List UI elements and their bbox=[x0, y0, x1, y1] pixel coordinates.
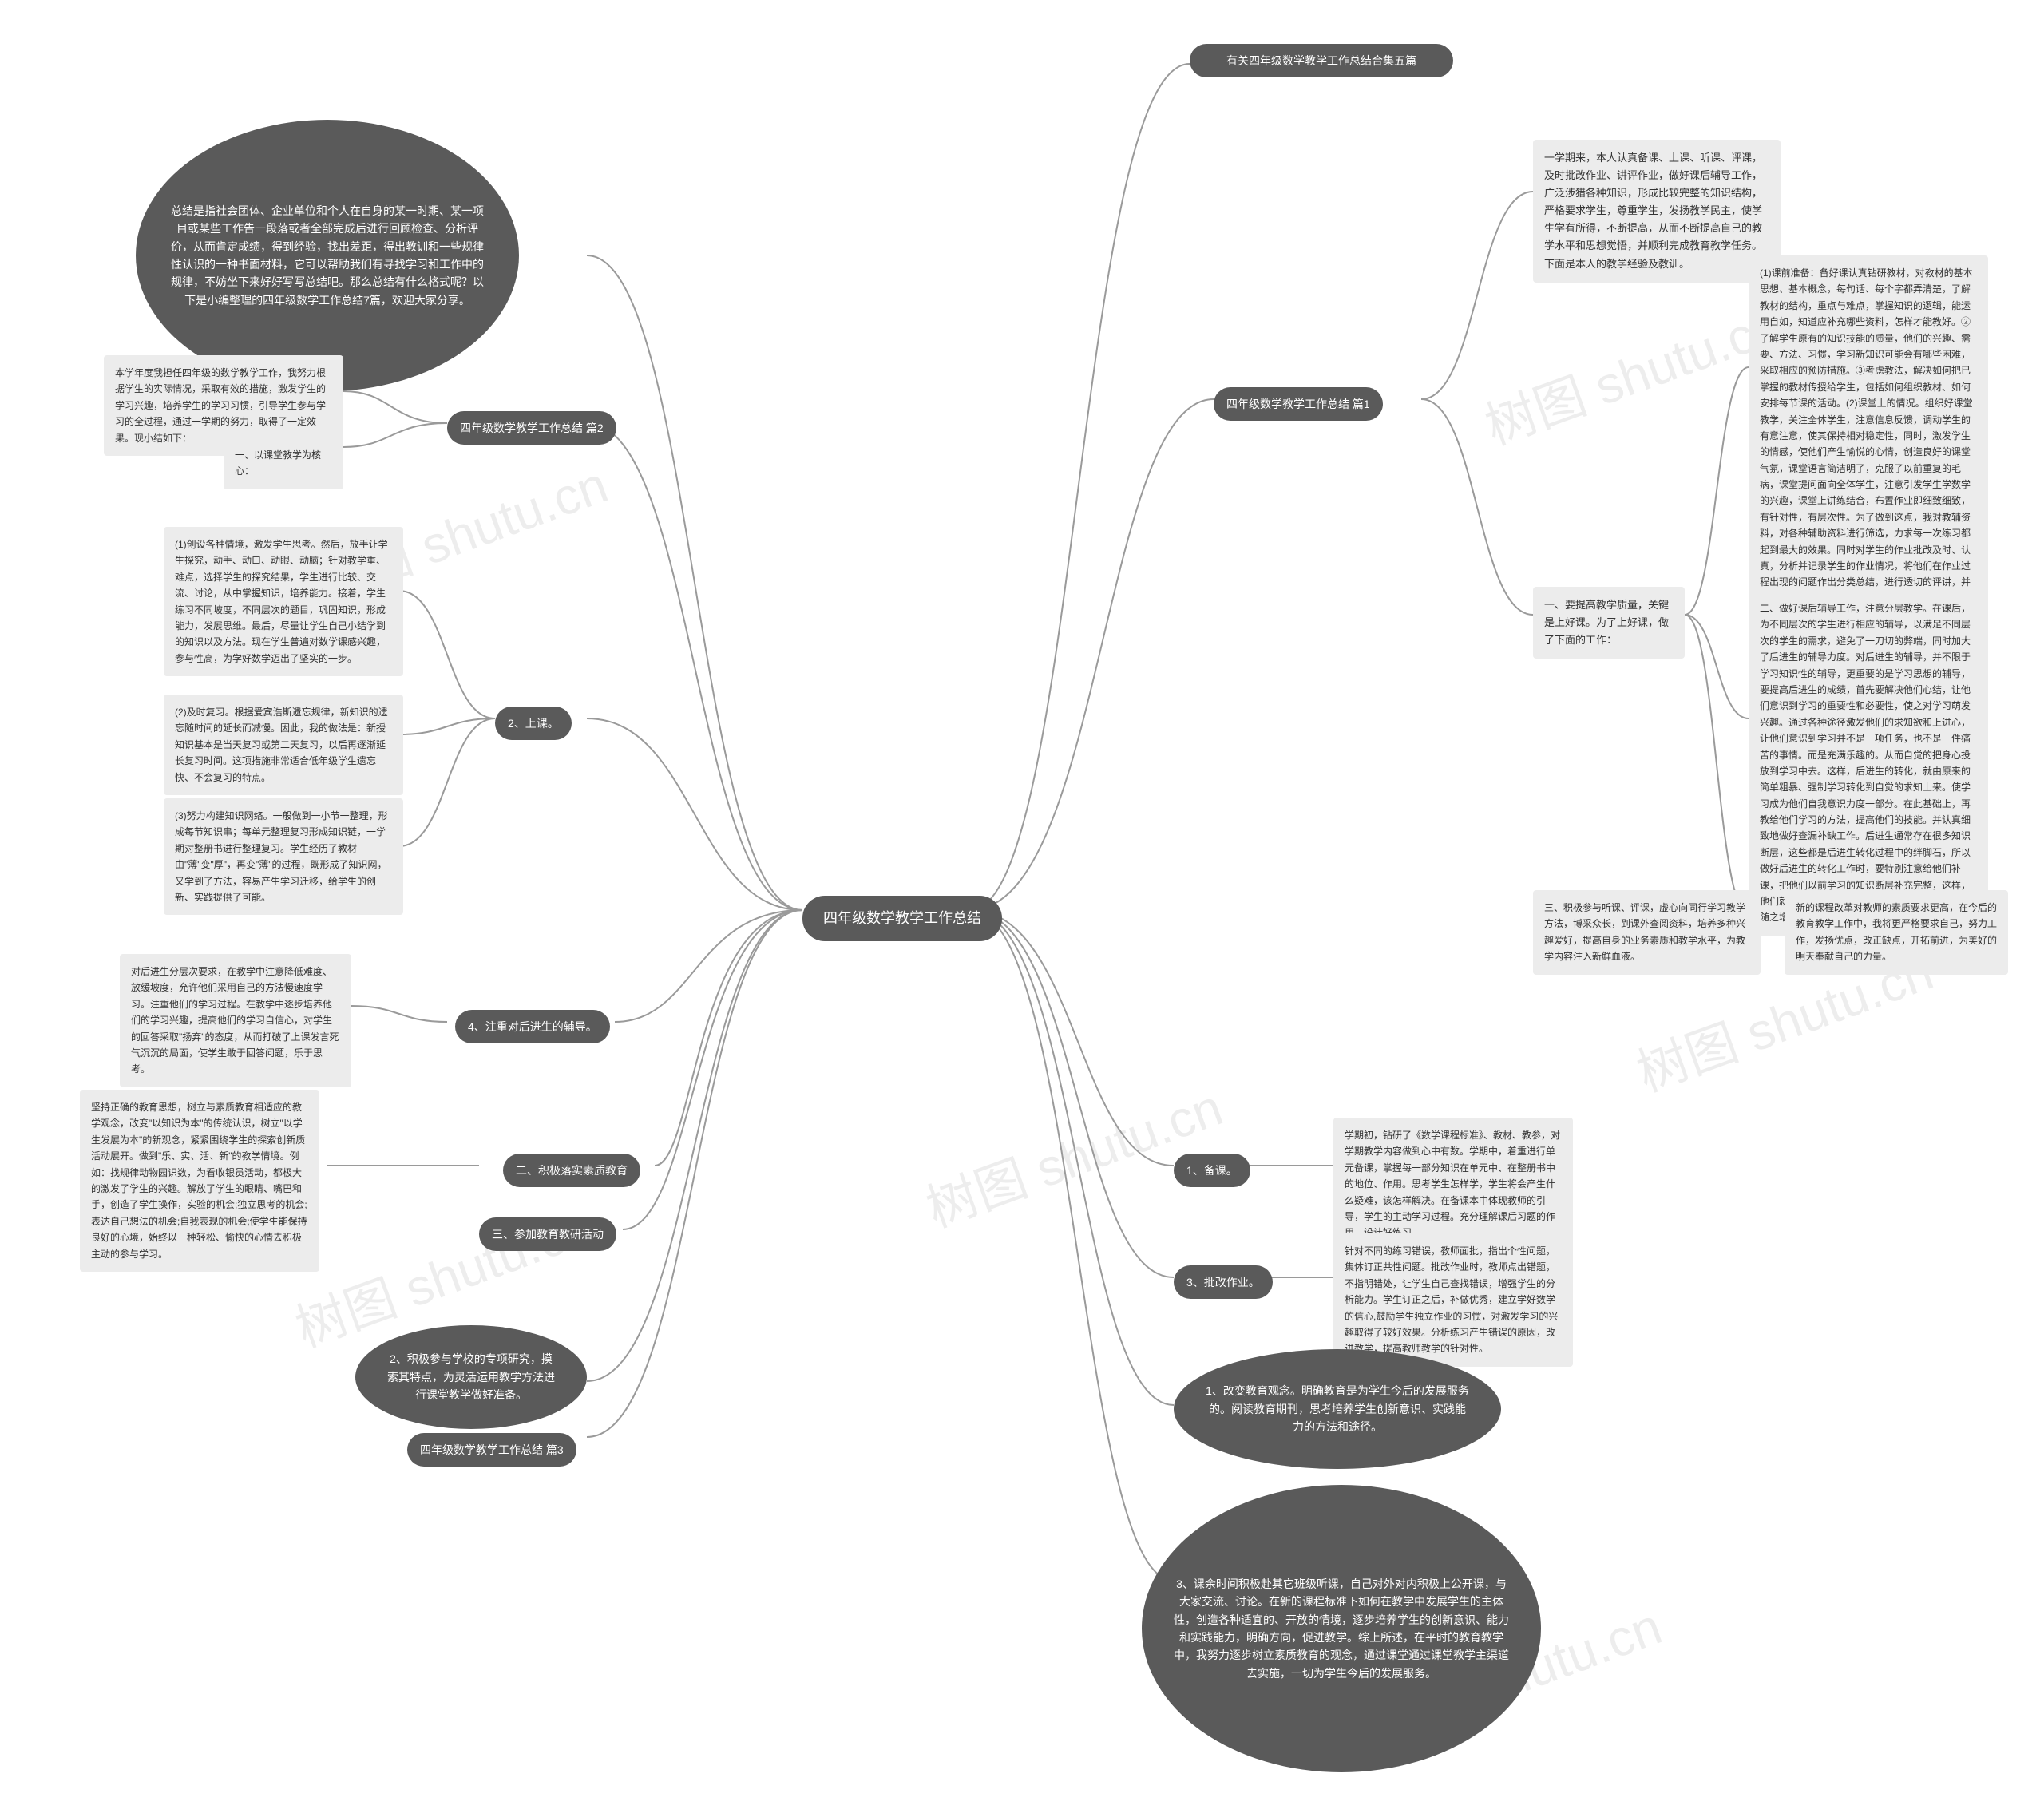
shangke-2-leaf: (2)及时复习。根据爱宾浩斯遗忘规律，新知识的遗忘随时间的延长而减慢。因此，我的… bbox=[164, 695, 403, 795]
pigai-node: 3、批改作业。 bbox=[1174, 1265, 1273, 1299]
collection-title: 有关四年级数学教学工作总结合集五篇 bbox=[1226, 54, 1416, 67]
section2-intro: 本学年度我担任四年级的数学教学工作，我努力根据学生的实际情况，采取有效的措施，激… bbox=[115, 367, 326, 444]
beike-leaf: 学期初，钻研了《数学课程标准》、教材、教参，对学期教学内容做到心中有数。学期中，… bbox=[1333, 1118, 1573, 1251]
b3-p1: 1、改变教育观念。明确教育是为学生今后的发展服务的。阅读教育期刊，思考培养学生创… bbox=[1206, 1382, 1469, 1435]
jiaoyan-node: 三、参加教育教研活动 bbox=[479, 1217, 616, 1251]
section2-title: 四年级数学教学工作总结 篇2 bbox=[460, 422, 604, 434]
suzhi-leaf: 坚持正确的教育思想，树立与素质教育相适应的教学观念，改变"以知识为本"的传统认识… bbox=[80, 1090, 319, 1272]
section2-h1: 一、以课堂教学为核心： bbox=[235, 449, 321, 477]
section3-title-node: 四年级数学教学工作总结 篇3 bbox=[407, 1433, 576, 1467]
shangke-3-leaf: (3)努力构建知识网络。一般做到一小节一整理，形成每节知识串；每单元整理复习形成… bbox=[164, 798, 403, 915]
b3-p3: 3、课余时间积极赴其它班级听课，自己对外对内积极上公开课，与大家交流、讨论。在新… bbox=[1174, 1575, 1509, 1682]
suzhi-node: 二、积极落实素质教育 bbox=[503, 1154, 640, 1187]
b3-p3-oval: 3、课余时间积极赴其它班级听课，自己对外对内积极上公开课，与大家交流、讨论。在新… bbox=[1142, 1485, 1541, 1772]
section1-p1-2-leaf: 二、做好课后辅导工作，注意分层教学。在课后，为不同层次的学生进行相应的辅导，以满… bbox=[1749, 591, 1988, 936]
section1-point1-intro: 一、要提高教学质量，关键是上好课。为了上好课，做了下面的工作： bbox=[1533, 587, 1685, 659]
shangke-2: (2)及时复习。根据爱宾浩斯遗忘规律，新知识的遗忘随时间的延长而减慢。因此，我的… bbox=[175, 707, 388, 783]
beike-node: 1、备课。 bbox=[1174, 1154, 1250, 1187]
section1-p1-3b: 新的课程改革对教师的素质要求更高，在今后的教育教学工作中，我将更严格要求自己，努… bbox=[1796, 902, 1997, 962]
intro-oval: 总结是指社会团体、企业单位和个人在自身的某一时期、某一项目或某些工作告一段落或者… bbox=[136, 120, 519, 391]
shangke-1: (1)创设各种情境，激发学生思考。然后，放手让学生探究，动手、动口、动眼、动脑；… bbox=[175, 539, 388, 664]
jiaoyan-label: 三、参加教育教研活动 bbox=[492, 1228, 604, 1241]
intro-text: 总结是指社会团体、企业单位和个人在自身的某一时期、某一项目或某些工作告一段落或者… bbox=[168, 202, 487, 309]
section3-title: 四年级数学教学工作总结 篇3 bbox=[420, 1443, 564, 1456]
suzhi-label: 二、积极落实素质教育 bbox=[516, 1164, 628, 1177]
section1-intro: 一学期来，本人认真备课、上课、听课、评课，及时批改作业、讲评作业，做好课后辅导工… bbox=[1544, 152, 1762, 270]
beike-text: 学期初，钻研了《数学课程标准》、教材、教参，对学期教学内容做到心中有数。学期中，… bbox=[1345, 1130, 1560, 1238]
shangke-3: (3)努力构建知识网络。一般做到一小节一整理，形成每节知识串；每单元整理复习形成… bbox=[175, 810, 388, 903]
section1-p1-3: 三、积极参与听课、评课，虚心向同行学习教学方法，博采众长，到课外查阅资料，培养多… bbox=[1544, 902, 1745, 962]
section1-p1-1: (1)课前准备：备好课认真钻研教材，对教材的基本思想、基本概念，每句话、每个字都… bbox=[1760, 267, 1973, 604]
pigai-text: 针对不同的练习错误，教师面批，指出个性问题，集体订正共性问题。批改作业时，教师点… bbox=[1345, 1245, 1558, 1354]
pigai-leaf: 针对不同的练习错误，教师面批，指出个性问题，集体订正共性问题。批改作业时，教师点… bbox=[1333, 1233, 1573, 1367]
root-node: 四年级数学教学工作总结 bbox=[802, 896, 1002, 941]
shangke-node: 2、上课。 bbox=[495, 707, 572, 740]
suzhi-text: 坚持正确的教育思想，树立与素质教育相适应的教学观念，改变"以知识为本"的传统认识… bbox=[91, 1102, 307, 1260]
shangke-label: 2、上课。 bbox=[508, 717, 559, 730]
houjin-text: 对后进生分层次要求，在教学中注意降低难度、放缓坡度，允许他们采用自己的方法慢速度… bbox=[131, 966, 339, 1075]
section1-p1-2: 二、做好课后辅导工作，注意分层教学。在课后，为不同层次的学生进行相应的辅导，以满… bbox=[1760, 603, 1971, 923]
b3-p2: 2、积极参与学校的专项研究，摸索其特点，为灵活运用教学方法进行课堂教学做好准备。 bbox=[387, 1350, 555, 1403]
houjin-leaf: 对后进生分层次要求，在教学中注意降低难度、放缓坡度，允许他们采用自己的方法慢速度… bbox=[120, 954, 351, 1087]
pigai-label: 3、批改作业。 bbox=[1186, 1276, 1260, 1289]
section1-p1-3b-leaf: 新的课程改革对教师的素质要求更高，在今后的教育教学工作中，我将更严格要求自己，努… bbox=[1785, 890, 2008, 975]
section1-p1-intro: 一、要提高教学质量，关键是上好课。为了上好课，做了下面的工作： bbox=[1544, 599, 1669, 646]
b3-p2-oval: 2、积极参与学校的专项研究，摸索其特点，为灵活运用教学方法进行课堂教学做好准备。 bbox=[355, 1325, 587, 1429]
houjin-label: 4、注重对后进生的辅导。 bbox=[468, 1020, 597, 1033]
root-label: 四年级数学教学工作总结 bbox=[823, 910, 981, 926]
watermark: 树图 shutu.cn bbox=[1474, 284, 1790, 459]
section2-title-node: 四年级数学教学工作总结 篇2 bbox=[447, 411, 616, 445]
section2-h1-leaf: 一、以课堂教学为核心： bbox=[224, 437, 343, 489]
section1-title-node: 四年级数学教学工作总结 篇1 bbox=[1214, 387, 1383, 421]
section1-title: 四年级数学教学工作总结 篇1 bbox=[1226, 398, 1370, 410]
section1-intro-leaf: 一学期来，本人认真备课、上课、听课、评课，及时批改作业、讲评作业，做好课后辅导工… bbox=[1533, 140, 1781, 283]
beike-label: 1、备课。 bbox=[1186, 1164, 1238, 1177]
collection-title-node: 有关四年级数学教学工作总结合集五篇 bbox=[1190, 44, 1453, 77]
section1-p1-1-leaf: (1)课前准备：备好课认真钻研教材，对教材的基本思想、基本概念，每句话、每个字都… bbox=[1749, 255, 1988, 616]
section1-p1-3-leaf: 三、积极参与听课、评课，虚心向同行学习教学方法，博采众长，到课外查阅资料，培养多… bbox=[1533, 890, 1761, 975]
shangke-1-leaf: (1)创设各种情境，激发学生思考。然后，放手让学生探究，动手、动口、动眼、动脑；… bbox=[164, 527, 403, 676]
b3-p1-oval: 1、改变教育观念。明确教育是为学生今后的发展服务的。阅读教育期刊，思考培养学生创… bbox=[1174, 1349, 1501, 1469]
houjin-node: 4、注重对后进生的辅导。 bbox=[455, 1010, 610, 1043]
